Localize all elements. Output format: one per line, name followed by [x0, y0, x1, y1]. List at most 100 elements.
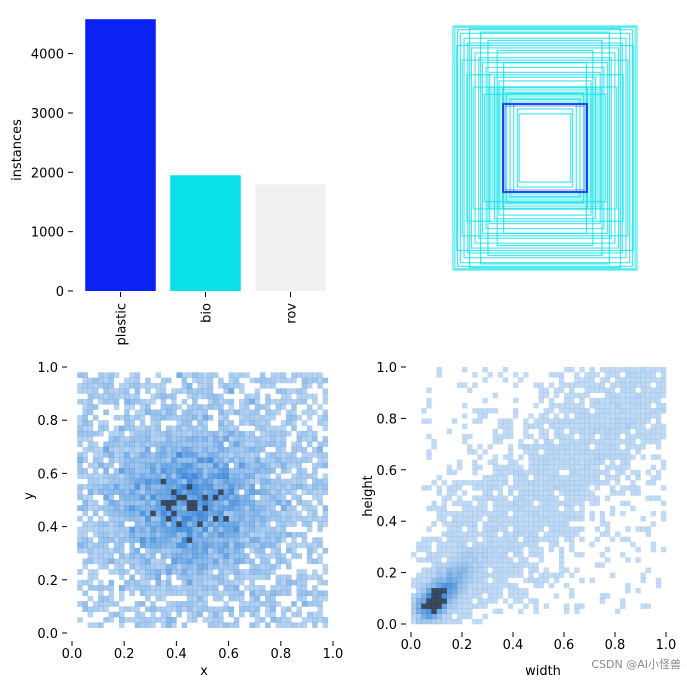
hist-bin [249, 590, 255, 597]
hist-bin [312, 590, 318, 597]
hist-bin [594, 418, 600, 424]
hist-bin [599, 552, 606, 558]
hist-bin [548, 546, 555, 553]
cyan-box [494, 94, 596, 202]
hist-bin [579, 495, 585, 501]
hist-bin [165, 425, 172, 432]
hist-bin [181, 510, 188, 517]
hist-bin [558, 516, 565, 522]
hist-bin [518, 464, 524, 471]
hist-bin [482, 572, 488, 579]
hist-bin [145, 436, 151, 442]
hist-bin [118, 558, 125, 565]
hist-bin [538, 490, 544, 496]
hist-bin [171, 388, 177, 394]
hist-bin [472, 464, 478, 471]
hist-bin [207, 398, 214, 405]
hist-bin [207, 569, 214, 575]
hist-bin [202, 420, 209, 426]
hist-bin [218, 505, 224, 511]
hist-bin [569, 546, 575, 553]
hist-bin [533, 454, 539, 460]
hist-bin [207, 382, 214, 389]
hist-bin [124, 414, 130, 421]
hist-bin [472, 557, 478, 563]
hist-bin [441, 593, 447, 599]
hist-bin [462, 413, 468, 419]
hist-bin [275, 452, 282, 458]
hist-bin [129, 494, 135, 501]
hist-bin [513, 464, 519, 471]
hist-bin [186, 585, 193, 591]
hist-bin [558, 444, 565, 450]
hist-bin [118, 446, 125, 453]
hist-bin [296, 590, 302, 597]
hist-bin [244, 505, 250, 511]
hist-bin [312, 601, 318, 607]
hist-bin [202, 473, 209, 480]
hist-bin [620, 454, 626, 460]
hist-bin [280, 452, 287, 458]
hist-bin [212, 457, 219, 464]
hist-bin [228, 494, 235, 501]
hist-bin [134, 414, 141, 421]
hist-bin [124, 382, 130, 389]
hist-bin [301, 531, 308, 538]
hist-bin [472, 588, 478, 594]
hist-bin [456, 557, 463, 563]
hist-bin [155, 382, 162, 389]
hist-bin [244, 601, 250, 607]
hist-bin [513, 397, 519, 404]
hist-bin [564, 485, 570, 491]
hist-bin [92, 505, 99, 511]
hist-bin [322, 398, 329, 405]
hist-bin [548, 382, 555, 388]
hist-bin [487, 510, 493, 517]
hist-bin [176, 484, 182, 490]
hist-bin [265, 510, 271, 517]
hist-bin [635, 413, 641, 419]
hist-bin [270, 425, 276, 432]
cyan-box [490, 90, 600, 206]
hist-bin [145, 489, 151, 495]
hist-bin [296, 473, 302, 480]
hist-bin [139, 484, 146, 490]
hist-bin [640, 428, 646, 435]
hist-bin [218, 393, 224, 400]
hist-bin [655, 382, 662, 388]
hist-bin [543, 505, 549, 512]
hist-bin [620, 397, 626, 404]
hist-bin [118, 452, 125, 458]
hist-bin [492, 577, 498, 584]
hist-bin [150, 521, 156, 527]
hist-bin [625, 526, 631, 532]
hist-bin [451, 500, 458, 507]
hist-bin [482, 552, 488, 558]
hist-bin [129, 468, 135, 474]
hist-bin [487, 495, 493, 501]
hist-bin [171, 430, 177, 437]
hist-bin [192, 574, 198, 581]
hist-bin [176, 526, 182, 533]
hist-bin [492, 392, 498, 399]
hist-bin [291, 452, 297, 458]
hist-bin [270, 462, 276, 469]
hist-bin [239, 515, 245, 522]
hist-bin [118, 622, 125, 628]
hist-bin [118, 531, 125, 538]
hist-bin [451, 603, 458, 609]
hist-bin [202, 404, 209, 410]
hist-bin [176, 542, 182, 549]
hist-bin [543, 474, 549, 481]
hist-bin [538, 459, 544, 465]
hist-bin [513, 408, 519, 414]
hist-bin [275, 542, 282, 549]
hist-bin [233, 468, 240, 474]
hist-bin [165, 500, 172, 506]
hist-bin [212, 622, 219, 628]
hist-bin [108, 558, 115, 565]
hist-bin [82, 409, 88, 416]
hist-bin [528, 423, 534, 429]
y-tick-label: 0.8 [37, 414, 58, 429]
hist-bin [160, 489, 167, 495]
